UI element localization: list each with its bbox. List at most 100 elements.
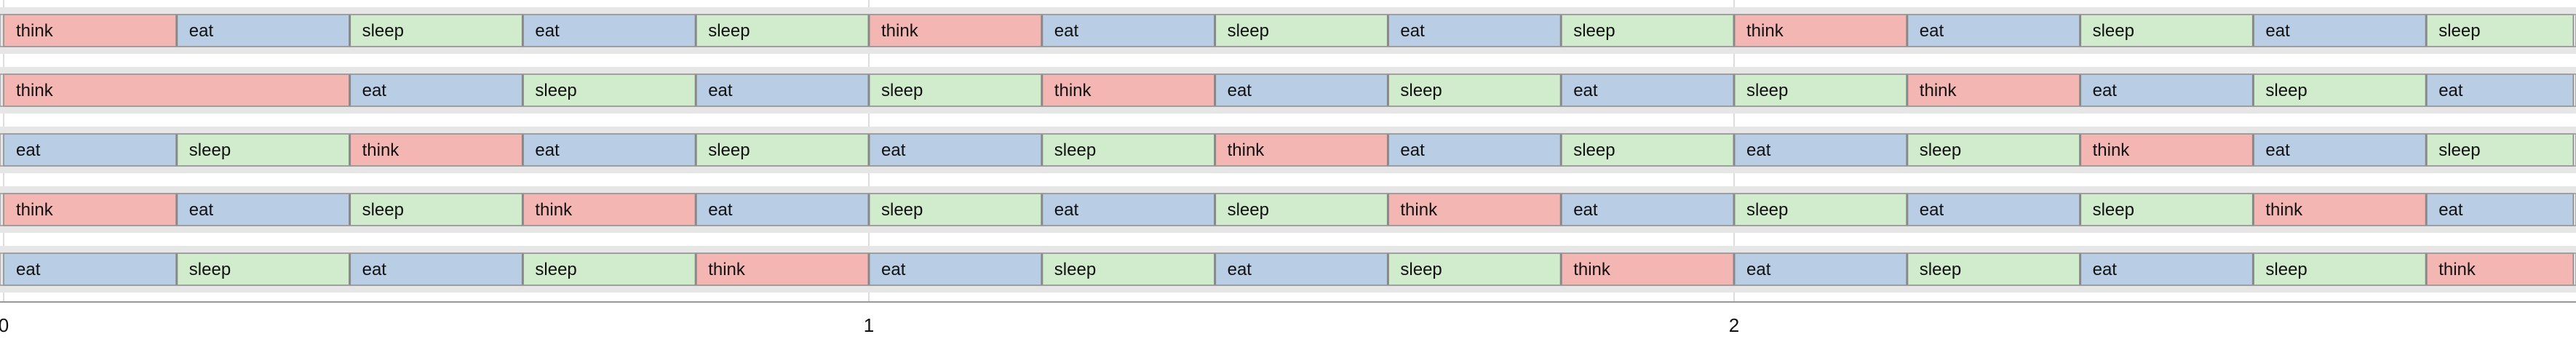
segment-think: think xyxy=(3,14,178,47)
segment-label: sleep xyxy=(2265,81,2307,100)
segment-label: eat xyxy=(535,140,560,160)
segment-sleep: sleep xyxy=(2425,14,2575,47)
segment-label: eat xyxy=(1054,200,1079,220)
segment-bar xyxy=(3,73,351,107)
x-tick-label: 0 xyxy=(0,314,9,336)
segment-bar xyxy=(349,252,524,286)
segment-label: eat xyxy=(189,200,214,220)
segment-eat: eat xyxy=(521,133,696,167)
segment-sleep: sleep xyxy=(694,133,870,167)
segment-label: think xyxy=(535,200,573,220)
segment-label: eat xyxy=(881,140,906,160)
segment-label: think xyxy=(16,81,54,100)
segment-think: think xyxy=(867,14,1043,47)
segment-label: sleep xyxy=(2438,21,2480,41)
segment-eat: eat xyxy=(3,252,178,286)
segment-think: think xyxy=(3,73,351,107)
segment-eat: eat xyxy=(1906,193,2081,226)
row-outline xyxy=(0,133,2576,167)
segment-think: think xyxy=(349,133,524,167)
segment-label: sleep xyxy=(189,260,231,279)
segment-bar xyxy=(522,73,696,107)
segment-sleep: sleep xyxy=(2079,14,2254,47)
segment-think: think xyxy=(1386,193,1562,226)
segment-sleep: sleep xyxy=(1041,133,1216,167)
segment-think: think xyxy=(1041,73,1216,107)
segment-label: eat xyxy=(1573,200,1598,220)
segment-bar xyxy=(2079,252,2254,286)
segment-label: eat xyxy=(362,260,387,279)
segment-sleep: sleep xyxy=(1559,133,1735,167)
segment-eat: eat xyxy=(2425,73,2575,107)
segment-label: think xyxy=(362,140,400,160)
segment-bar xyxy=(2425,133,2575,167)
segment-label: sleep xyxy=(1400,81,1442,100)
segment-eat: eat xyxy=(1559,73,1735,107)
segment-sleep: sleep xyxy=(1041,252,1216,286)
segment-bar xyxy=(1733,193,1908,226)
segment-think: think xyxy=(1214,133,1389,167)
segment-eat: eat xyxy=(349,73,524,107)
segment-label: sleep xyxy=(881,81,923,100)
segment-sleep: sleep xyxy=(1906,133,2081,167)
segment-label: eat xyxy=(362,81,387,100)
segment-label: sleep xyxy=(1400,260,1442,279)
segment-label: think xyxy=(2093,140,2131,160)
segment-label: eat xyxy=(1920,21,1944,41)
segment-label: eat xyxy=(881,260,906,279)
segment-label: eat xyxy=(2093,81,2118,100)
segment-think: think xyxy=(3,193,178,226)
segment-label: think xyxy=(2265,200,2303,220)
segment-sleep: sleep xyxy=(1214,14,1389,47)
segment-bar xyxy=(1214,73,1389,107)
segment-label: sleep xyxy=(708,21,750,41)
segment-label: eat xyxy=(2265,21,2290,41)
timeline-row: think eat sleep eat sleep think eat sleep eat sle… xyxy=(0,14,2576,47)
segment-sleep: sleep xyxy=(2251,73,2427,107)
segment-sleep: sleep xyxy=(1386,252,1562,286)
segment-label: sleep xyxy=(362,200,404,220)
segment-label: think xyxy=(2438,260,2476,279)
segment-sleep: sleep xyxy=(521,73,696,107)
segment-bar xyxy=(2252,14,2427,47)
segment-eat: eat xyxy=(3,133,178,167)
segment-label: sleep xyxy=(708,140,750,160)
segment-label: eat xyxy=(708,200,733,220)
segment-sleep: sleep xyxy=(2425,133,2575,167)
segment-sleep: sleep xyxy=(1733,193,1908,226)
segment-bar xyxy=(2079,73,2254,107)
segment-eat: eat xyxy=(2251,14,2427,47)
segment-eat: eat xyxy=(1214,73,1389,107)
x-tick-label: 2 xyxy=(1729,314,1739,336)
segment-think: think xyxy=(1733,14,1908,47)
segment-label: sleep xyxy=(1228,200,1269,220)
segment-eat: eat xyxy=(1733,252,1908,286)
segment-label: sleep xyxy=(2438,140,2480,160)
segment-label: eat xyxy=(16,260,41,279)
segment-bar xyxy=(695,14,870,47)
timeline-row: eat sleep think eat sleep eat sleep think eat sle… xyxy=(0,133,2576,167)
segment-eat: eat xyxy=(521,14,696,47)
segment-sleep: sleep xyxy=(2079,193,2254,226)
segment-think: think xyxy=(694,252,870,286)
segment-eat: eat xyxy=(694,73,870,107)
segment-label: think xyxy=(1054,81,1092,100)
segment-label: think xyxy=(1400,200,1438,220)
segment-bar xyxy=(3,133,178,167)
segment-label: eat xyxy=(1400,140,1425,160)
segment-label: eat xyxy=(1228,81,1252,100)
segment-sleep: sleep xyxy=(1906,252,2081,286)
segment-label: sleep xyxy=(535,260,576,279)
segment-eat: eat xyxy=(175,14,351,47)
segment-sleep: sleep xyxy=(175,133,351,167)
segment-sleep: sleep xyxy=(1733,73,1908,107)
segment-eat: eat xyxy=(1041,14,1216,47)
segment-label: eat xyxy=(2265,140,2290,160)
segment-label: eat xyxy=(1573,81,1598,100)
segment-eat: eat xyxy=(867,252,1043,286)
segment-think: think xyxy=(2079,133,2254,167)
segment-label: think xyxy=(16,200,54,220)
segment-think: think xyxy=(2251,193,2427,226)
segment-bar xyxy=(1907,14,2081,47)
